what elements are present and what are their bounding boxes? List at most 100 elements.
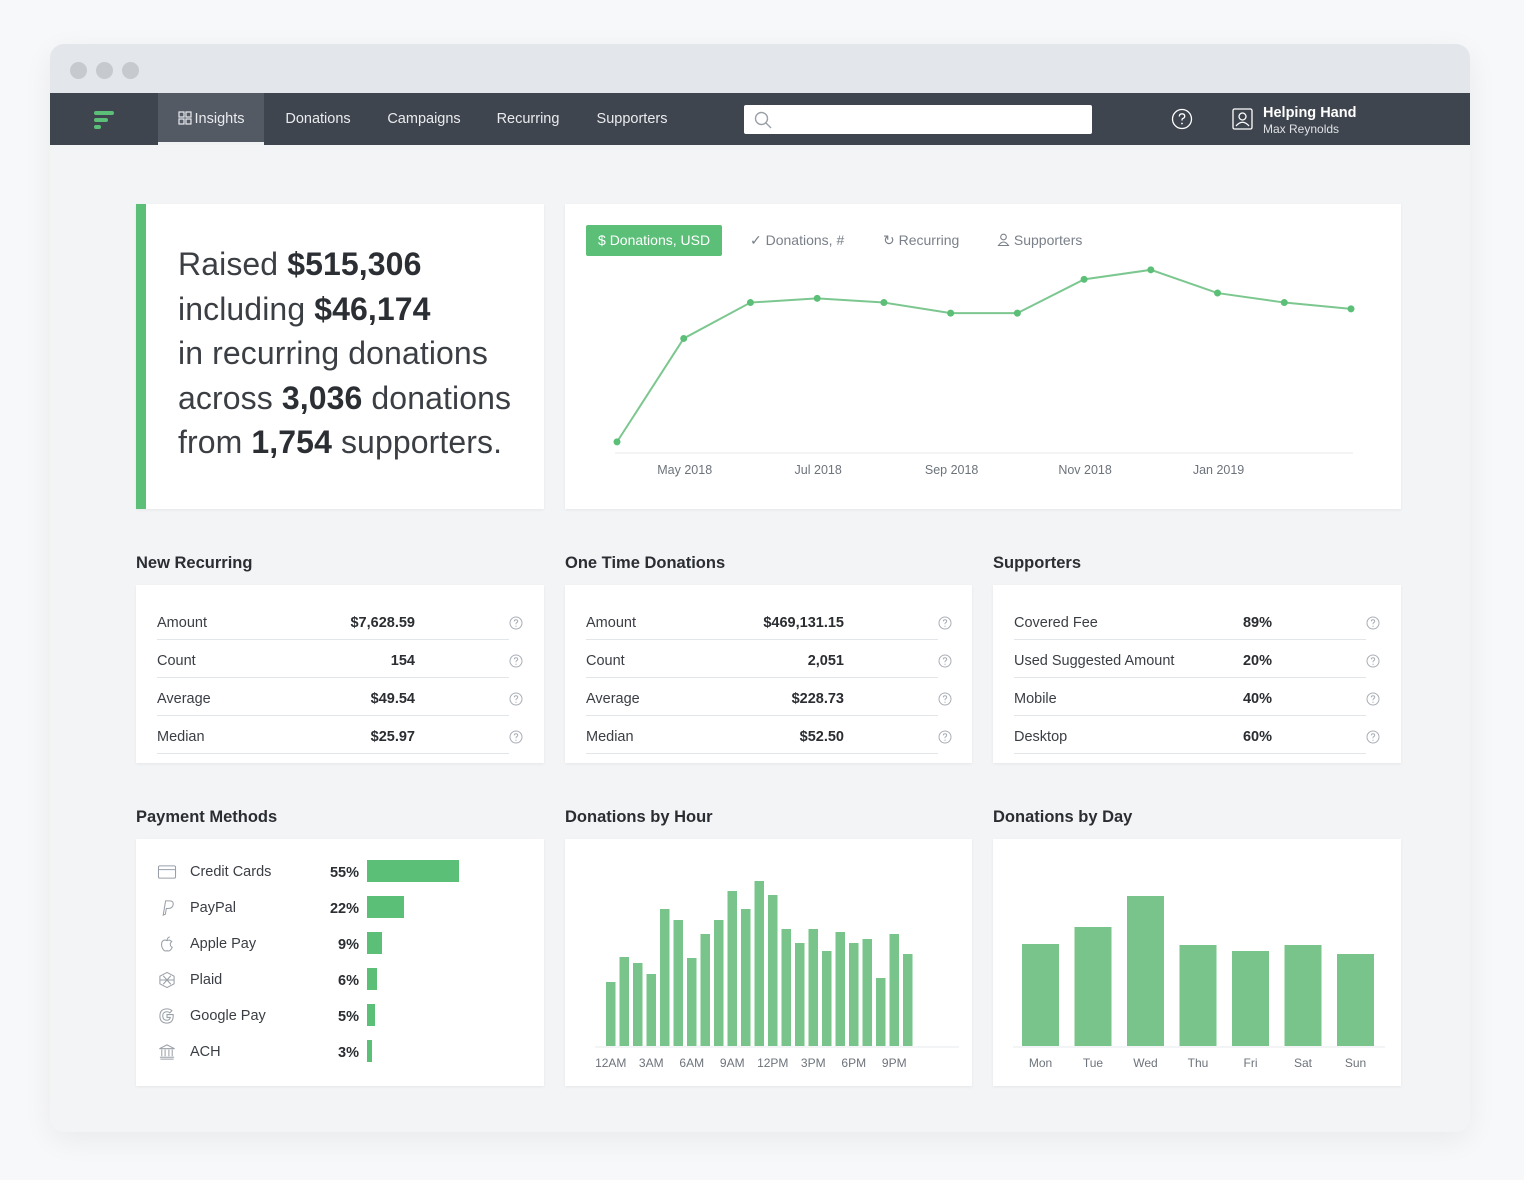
data-point[interactable] xyxy=(680,334,688,342)
hour-bar[interactable] xyxy=(606,982,616,1046)
payment-method-row: Credit Cards 55% xyxy=(157,860,537,886)
help-icon[interactable] xyxy=(1366,616,1380,630)
tab-donations[interactable]: Donations xyxy=(270,93,366,145)
donations-by-hour-chart: 12AM 3AM 6AM 9AM 12PM 3PM 6PM 9PM xyxy=(595,881,959,1070)
close-window-dot[interactable] xyxy=(70,62,87,79)
help-icon[interactable] xyxy=(1366,730,1380,744)
user-icon xyxy=(997,233,1010,247)
tab-recurring[interactable]: Recurring xyxy=(482,93,574,145)
stat-row: Desktop 60% xyxy=(1014,717,1380,755)
day-bar[interactable] xyxy=(1127,896,1164,1046)
x-tick-label: Thu xyxy=(1188,1056,1209,1070)
help-icon[interactable] xyxy=(1171,108,1193,130)
tab-insights[interactable]: Insights xyxy=(158,93,264,145)
tab-label: Supporters xyxy=(596,111,668,127)
hour-bar[interactable] xyxy=(619,957,630,1046)
help-icon[interactable] xyxy=(938,692,952,706)
donations-by-day-title: Donations by Day xyxy=(993,808,1133,826)
payment-method-row: Google Pay 5% xyxy=(157,1004,537,1030)
data-point[interactable] xyxy=(1013,309,1021,317)
hour-bar[interactable] xyxy=(673,920,684,1046)
hour-bar[interactable] xyxy=(700,934,711,1046)
hour-bar[interactable] xyxy=(862,939,873,1046)
hour-bar[interactable] xyxy=(768,895,778,1046)
hour-bar[interactable] xyxy=(714,920,724,1046)
data-point[interactable] xyxy=(1214,289,1222,297)
stat-label: Desktop xyxy=(1014,729,1068,745)
supporter-count: 1,754 xyxy=(251,424,332,460)
divider xyxy=(586,753,938,754)
help-icon[interactable] xyxy=(1366,654,1380,668)
data-point[interactable] xyxy=(880,299,888,307)
x-tick-label: Jul 2018 xyxy=(795,463,842,477)
hour-bar[interactable] xyxy=(646,974,657,1046)
payment-methods-card: Credit Cards 55% PayPal 22% Apple Pay 9% Plaid… xyxy=(136,839,544,1086)
hour-bar[interactable] xyxy=(741,909,751,1046)
hour-bar[interactable] xyxy=(754,881,765,1046)
hour-bar[interactable] xyxy=(660,909,670,1046)
chart-tab-donations-usd[interactable]: $ Donations, USD xyxy=(586,225,723,256)
tab-campaigns[interactable]: Campaigns xyxy=(376,93,472,145)
chart-tab-supporters[interactable]: Supporters xyxy=(997,225,1082,256)
chart-tab-donations-count[interactable]: ✓ Donations, # xyxy=(750,225,844,256)
logo-icon[interactable] xyxy=(94,111,114,131)
hour-bar[interactable] xyxy=(903,954,913,1046)
help-icon[interactable] xyxy=(509,654,523,668)
tab-label: Donations xyxy=(285,111,351,127)
help-icon[interactable] xyxy=(509,616,523,630)
payment-method-percent: 22% xyxy=(329,901,359,917)
data-point[interactable] xyxy=(613,438,621,446)
hour-bar[interactable] xyxy=(876,978,886,1046)
data-point[interactable] xyxy=(1280,299,1288,307)
help-icon[interactable] xyxy=(938,654,952,668)
search-icon xyxy=(754,111,772,129)
day-bar[interactable] xyxy=(1022,944,1059,1046)
stat-row: Average $49.54 xyxy=(157,679,523,717)
chart-tab-recurring[interactable]: ↻ Recurring xyxy=(883,225,959,256)
hour-bar[interactable] xyxy=(633,963,643,1046)
x-tick-label: 3PM xyxy=(801,1056,826,1070)
data-point[interactable] xyxy=(746,299,754,307)
hour-bar[interactable] xyxy=(727,891,738,1046)
day-bar[interactable] xyxy=(1232,951,1269,1046)
top-nav: Insights Donations Campaigns Recurring S… xyxy=(50,93,1470,145)
hour-bar[interactable] xyxy=(822,951,832,1046)
data-point[interactable] xyxy=(1347,305,1355,313)
stat-label: Median xyxy=(157,729,205,745)
help-icon[interactable] xyxy=(938,616,952,630)
hour-bar[interactable] xyxy=(687,958,697,1046)
including-line: including $46,174 xyxy=(178,287,544,332)
hour-bar[interactable] xyxy=(781,929,792,1046)
help-icon[interactable] xyxy=(938,730,952,744)
payment-method-label: Apple Pay xyxy=(190,936,257,952)
day-bar[interactable] xyxy=(1179,945,1217,1046)
search-input[interactable] xyxy=(744,105,1092,134)
help-icon[interactable] xyxy=(509,692,523,706)
minimize-window-dot[interactable] xyxy=(96,62,113,79)
from-suffix: supporters. xyxy=(331,424,503,460)
hour-bar[interactable] xyxy=(808,929,819,1046)
day-bar[interactable] xyxy=(1074,927,1112,1046)
data-point[interactable] xyxy=(813,294,821,302)
divider xyxy=(157,639,509,640)
maximize-window-dot[interactable] xyxy=(122,62,139,79)
data-point[interactable] xyxy=(947,309,955,317)
user-name[interactable]: Max Reynolds xyxy=(1263,122,1340,136)
hour-bar[interactable] xyxy=(795,943,805,1046)
day-bar[interactable] xyxy=(1337,954,1374,1046)
donations-by-day-card: Mon Tue Wed Thu Fri Sat Sun xyxy=(993,839,1401,1086)
divider xyxy=(157,715,509,716)
hour-bar[interactable] xyxy=(889,934,900,1046)
data-point[interactable] xyxy=(1080,275,1088,283)
data-point[interactable] xyxy=(1147,266,1155,274)
hour-bar[interactable] xyxy=(849,943,859,1046)
help-icon[interactable] xyxy=(1366,692,1380,706)
x-tick-label: Sat xyxy=(1294,1056,1313,1070)
help-icon[interactable] xyxy=(509,730,523,744)
profile-icon[interactable] xyxy=(1232,108,1253,130)
org-name[interactable]: Helping Hand xyxy=(1263,105,1357,121)
tab-supporters[interactable]: Supporters xyxy=(584,93,680,145)
day-bar[interactable] xyxy=(1284,945,1322,1046)
recurring-amount: $46,174 xyxy=(314,290,431,327)
hour-bar[interactable] xyxy=(835,932,846,1046)
